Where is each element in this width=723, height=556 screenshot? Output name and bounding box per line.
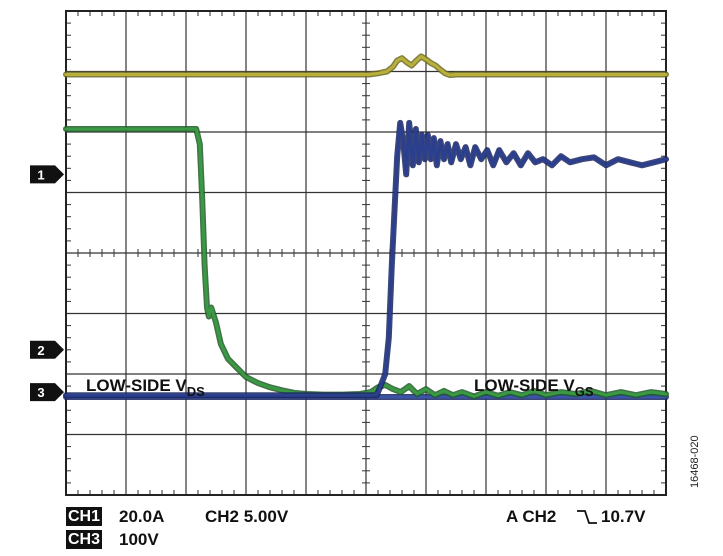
figure-id: 16468-020 xyxy=(689,435,701,488)
annotation-low-side-vgs: LOW-SIDE VGS xyxy=(474,376,594,399)
readout-ch2-scale: CH2 5.00V xyxy=(205,507,289,526)
readout-trigger-level: 10.7V xyxy=(601,507,646,526)
readout-ch3-scale: 100V xyxy=(119,530,159,549)
trace-ch1 xyxy=(64,121,668,397)
trace-ch2 xyxy=(64,127,668,398)
channel-marker-3 xyxy=(30,383,64,402)
readout-ch1-scale: 20.0A xyxy=(119,507,165,526)
channel-marker-1 xyxy=(30,165,64,184)
channel-marker-label: 1 xyxy=(37,167,44,182)
readout-ch1-label: CH1 xyxy=(66,507,103,526)
readout-trigger: A CH2 xyxy=(506,507,557,526)
channel-marker-label: 3 xyxy=(37,385,44,400)
traces xyxy=(63,53,669,400)
channel-marker-2 xyxy=(30,340,64,359)
readout-ch3-label: CH3 xyxy=(66,530,103,549)
plot-frame xyxy=(65,10,667,496)
annotation-low-side-vds: LOW-SIDE VDS xyxy=(86,376,205,399)
falling-edge-icon xyxy=(577,510,597,524)
trace-ch4 xyxy=(64,54,668,77)
channel-markers: 1 2 3 xyxy=(30,165,64,402)
channel-marker-label: 2 xyxy=(37,343,44,358)
